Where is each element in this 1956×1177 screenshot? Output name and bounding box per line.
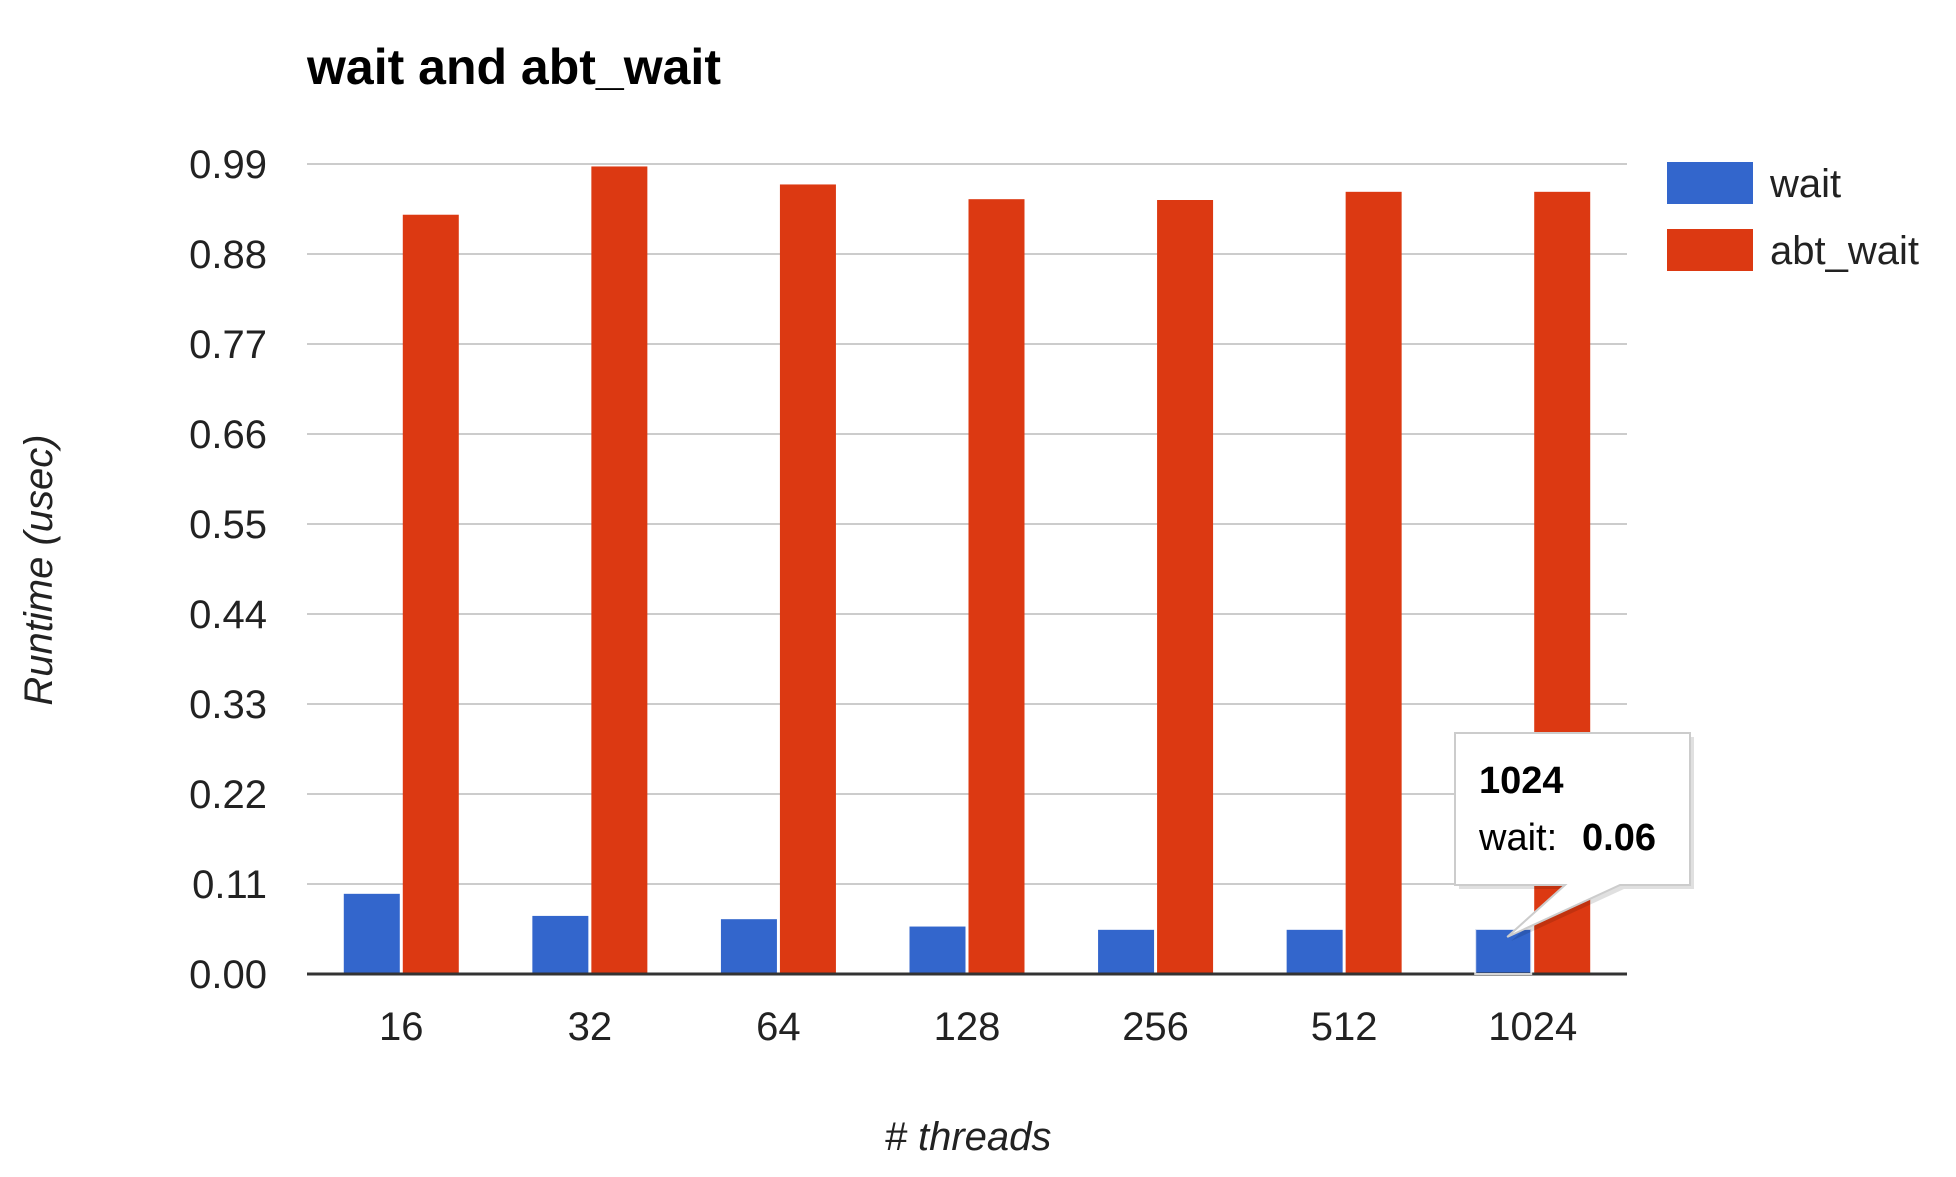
tooltip: 1024 wait: 0.06: [1454, 732, 1694, 975]
x-tick-label: 256: [1122, 1005, 1189, 1049]
y-axis-ticks: 0.00 0.11 0.22 0.33 0.44 0.55 0.66 0.77 0.88 0.99: [189, 143, 267, 997]
bar-wait-128[interactable]: [909, 926, 966, 974]
x-axis-title: # threads: [885, 1115, 1052, 1159]
y-tick-label: 0.77: [189, 323, 267, 367]
legend-swatch-abt_wait[interactable]: [1667, 229, 1753, 271]
bar-abt_wait-256[interactable]: [1157, 200, 1214, 974]
legend-label-wait[interactable]: wait: [1769, 162, 1841, 206]
gridlines: [307, 163, 1627, 885]
legend-swatch-wait[interactable]: [1667, 162, 1753, 204]
x-axis-ticks: 16 32 64 128 256 512 1024: [379, 1005, 1577, 1049]
y-tick-label: 0.11: [192, 863, 267, 907]
bar-abt_wait-16[interactable]: [402, 214, 459, 974]
bar-abt_wait-128[interactable]: [968, 199, 1025, 974]
bar-wait-64[interactable]: [720, 919, 777, 974]
x-tick-label: 64: [756, 1005, 801, 1049]
y-axis-title: Runtime (usec): [17, 434, 61, 705]
y-tick-label: 0.88: [189, 233, 267, 277]
y-tick-label: 0.99: [189, 143, 267, 187]
bar-wait-256[interactable]: [1098, 929, 1155, 974]
tooltip-value: 0.06: [1582, 817, 1656, 859]
bar-wait-1024[interactable]: [1475, 929, 1532, 974]
hover-highlight: [1474, 928, 1533, 975]
legend-label-abt_wait[interactable]: abt_wait: [1770, 229, 1919, 273]
bar-wait-16[interactable]: [343, 893, 400, 974]
x-tick-label: 16: [379, 1005, 424, 1049]
y-tick-label: 0.55: [189, 503, 267, 547]
tooltip-title: 1024: [1479, 760, 1564, 802]
bar-abt_wait-512[interactable]: [1345, 191, 1402, 974]
x-tick-label: 128: [934, 1005, 1001, 1049]
y-tick-label: 0.22: [189, 773, 267, 817]
chart-title: wait and abt_wait: [306, 39, 721, 95]
tooltip-series-label: wait:: [1478, 817, 1557, 859]
x-tick-label: 32: [568, 1005, 613, 1049]
bar-wait-512[interactable]: [1286, 929, 1343, 974]
y-tick-label: 0.66: [189, 413, 267, 457]
legend[interactable]: wait abt_wait: [1667, 162, 1919, 273]
y-tick-label: 0.00: [189, 953, 267, 997]
bars: [343, 166, 1591, 975]
y-tick-label: 0.33: [189, 683, 267, 727]
bar-abt_wait-64[interactable]: [779, 184, 836, 975]
x-tick-label: 1024: [1488, 1005, 1577, 1049]
y-tick-label: 0.44: [189, 593, 267, 637]
bar-abt_wait-32[interactable]: [591, 166, 648, 975]
x-tick-label: 512: [1311, 1005, 1378, 1049]
tooltip-box: [1454, 732, 1691, 938]
bar-wait-32[interactable]: [532, 915, 589, 974]
